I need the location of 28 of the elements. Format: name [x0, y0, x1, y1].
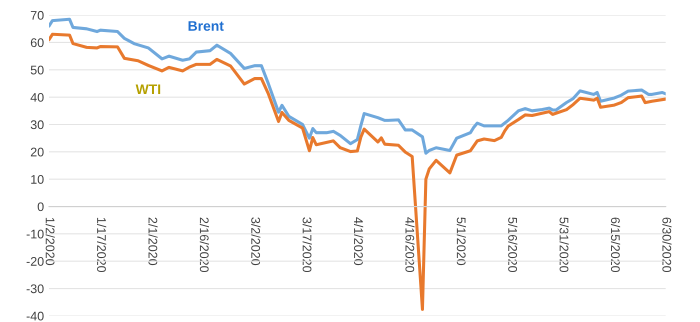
y-tick-label: 30	[30, 120, 44, 130]
x-tick-label: 5/1/2020	[456, 217, 466, 266]
x-tick-label: 5/16/2020	[508, 217, 518, 272]
line-series	[49, 18, 666, 155]
x-tick-label: 6/30/2020	[662, 218, 672, 272]
x-tick-label: 4/1/2020	[354, 217, 364, 266]
x-tick-label: 2/1/2020	[148, 218, 158, 266]
x-tick-label: 1/2/2020	[46, 218, 55, 266]
y-tick-label: 40	[30, 92, 44, 102]
y-tick-label: 20	[30, 148, 44, 156]
x-tick-label: 5/31/2020	[560, 217, 569, 272]
x-tick-label: 4/16/2020	[405, 217, 415, 272]
y-tick-label: -10	[26, 230, 44, 239]
series-label: Brent	[188, 21, 224, 31]
y-tick-label: -30	[26, 284, 44, 294]
series-label: WTI	[136, 84, 160, 94]
y-tick-label: 50	[30, 66, 44, 74]
y-tick-label: 60	[30, 38, 44, 48]
y-tick-label: -20	[26, 257, 44, 266]
x-tick-label: 1/17/2020	[97, 218, 106, 272]
y-tick-label: 70	[30, 10, 44, 20]
y-tick-label: -40	[26, 312, 44, 321]
y-tick-label: 0	[38, 202, 44, 212]
x-tick-label: 3/17/2020	[302, 217, 312, 272]
x-tick-label: 6/15/2020	[610, 218, 620, 272]
x-tick-label: 3/2/2020	[251, 217, 260, 266]
x-tick-label: 2/16/2020	[200, 218, 209, 272]
y-tick-label: 10	[31, 174, 44, 184]
